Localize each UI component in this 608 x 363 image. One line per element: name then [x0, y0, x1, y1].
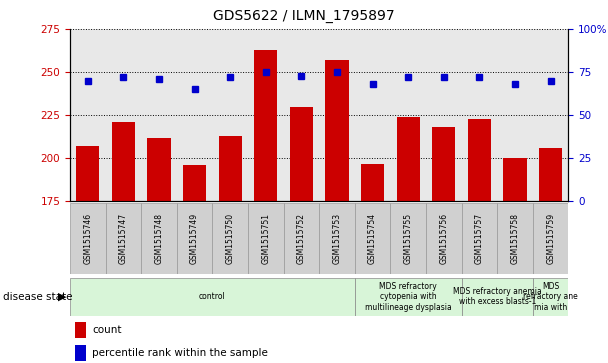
Text: GSM1515757: GSM1515757 — [475, 213, 484, 264]
Text: control: control — [199, 292, 226, 301]
Text: GSM1515749: GSM1515749 — [190, 213, 199, 264]
Bar — [75, 322, 86, 338]
Text: GSM1515751: GSM1515751 — [261, 213, 271, 264]
Text: GSM1515754: GSM1515754 — [368, 213, 377, 264]
Text: GSM1515752: GSM1515752 — [297, 213, 306, 264]
Bar — [319, 203, 355, 274]
Bar — [106, 203, 141, 274]
Text: GSM1515753: GSM1515753 — [333, 213, 342, 264]
Bar — [147, 138, 170, 201]
Bar — [177, 203, 212, 274]
Bar — [503, 158, 527, 201]
Text: disease state: disease state — [3, 292, 72, 302]
Text: MDS refractory anemia
with excess blasts-1: MDS refractory anemia with excess blasts… — [453, 287, 542, 306]
Bar — [70, 203, 106, 274]
Text: GSM1515750: GSM1515750 — [226, 213, 235, 264]
Bar — [432, 127, 455, 201]
Text: MDS refractory
cytopenia with
multilineage dysplasia: MDS refractory cytopenia with multilinea… — [365, 282, 452, 312]
Bar — [112, 122, 135, 201]
Bar — [254, 50, 277, 201]
Bar — [75, 345, 86, 361]
Text: MDS
refractory ane
mia with: MDS refractory ane mia with — [523, 282, 578, 312]
Text: percentile rank within the sample: percentile rank within the sample — [92, 348, 268, 358]
Bar — [533, 203, 568, 274]
Text: GSM1515759: GSM1515759 — [546, 213, 555, 264]
Text: GSM1515748: GSM1515748 — [154, 213, 164, 264]
Bar — [355, 278, 461, 316]
Bar — [390, 203, 426, 274]
Bar — [426, 203, 461, 274]
Bar — [290, 107, 313, 201]
Text: GSM1515747: GSM1515747 — [119, 213, 128, 264]
Text: GSM1515758: GSM1515758 — [511, 213, 520, 264]
Bar — [361, 163, 384, 201]
Bar — [76, 146, 99, 201]
Bar — [396, 117, 420, 201]
Bar — [468, 119, 491, 201]
Text: GSM1515746: GSM1515746 — [83, 213, 92, 264]
Text: count: count — [92, 325, 122, 335]
Bar — [355, 203, 390, 274]
Bar — [70, 278, 355, 316]
Bar — [219, 136, 242, 201]
Text: GSM1515755: GSM1515755 — [404, 213, 413, 264]
Bar — [539, 148, 562, 201]
Text: GSM1515756: GSM1515756 — [440, 213, 448, 264]
Bar — [283, 203, 319, 274]
Bar — [461, 203, 497, 274]
Bar — [183, 165, 206, 201]
Bar — [141, 203, 177, 274]
Bar — [461, 278, 533, 316]
Bar — [212, 203, 248, 274]
Text: GDS5622 / ILMN_1795897: GDS5622 / ILMN_1795897 — [213, 9, 395, 23]
Bar — [497, 203, 533, 274]
Bar — [325, 60, 348, 201]
Text: ▶: ▶ — [58, 292, 67, 302]
Bar — [533, 278, 568, 316]
Bar — [248, 203, 283, 274]
